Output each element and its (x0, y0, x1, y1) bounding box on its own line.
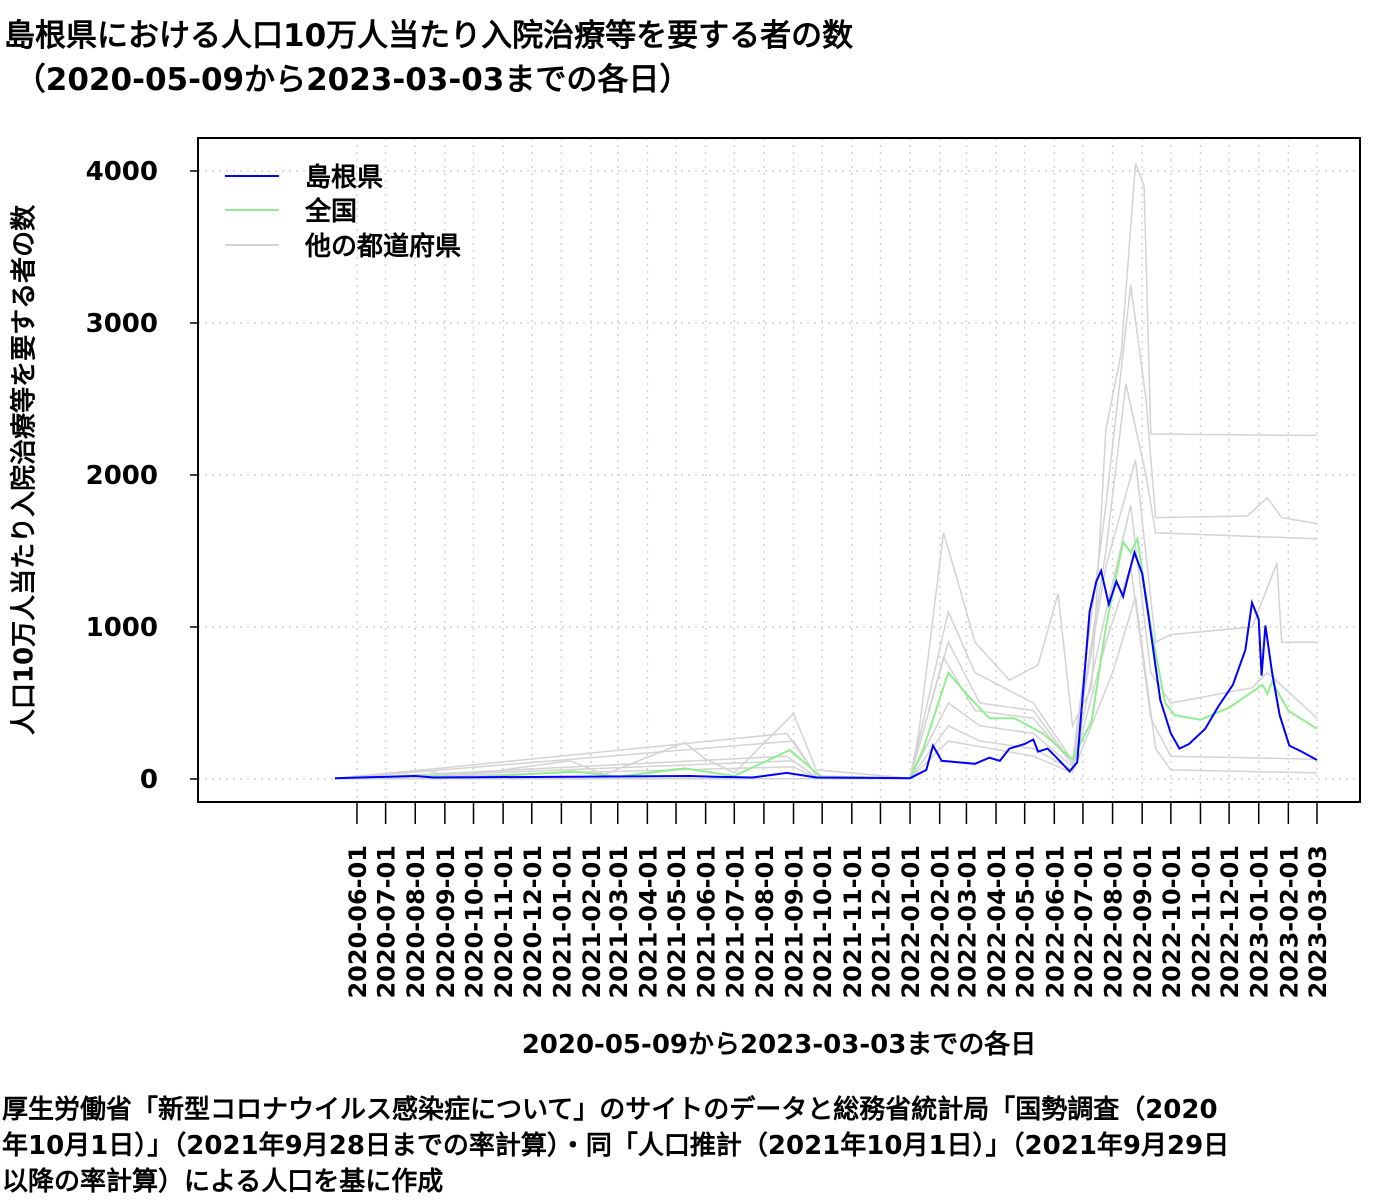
x-tick-label: 2020-06-01 (344, 845, 372, 999)
y-axis-label: 人口10万人当たり入院治療等を要する者の数 (9, 204, 40, 736)
x-tick-label: 2021-12-01 (867, 845, 895, 999)
x-tick-label: 2023-02-01 (1275, 845, 1303, 999)
x-tick-label: 2021-09-01 (781, 845, 809, 999)
legend-label: 他の都道府県 (304, 231, 461, 262)
x-tick-label: 2021-03-01 (605, 845, 633, 999)
series-line-others (334, 565, 1318, 780)
x-tick-label: 2021-08-01 (751, 845, 779, 999)
x-tick-label: 2022-07-01 (1070, 845, 1098, 999)
x-tick-label: 2021-02-01 (578, 845, 606, 999)
x-tick-label: 2022-12-01 (1216, 845, 1244, 999)
legend-label: 島根県 (305, 163, 383, 193)
x-tick-label: 2020-11-01 (490, 845, 518, 999)
y-tick-label: 4000 (86, 157, 158, 187)
series-line-national (334, 535, 1318, 780)
series-line-others (334, 163, 1318, 780)
y-tick-label: 1000 (86, 613, 158, 643)
x-tick-label: 2021-04-01 (634, 845, 662, 999)
plot-frame (197, 137, 1361, 803)
x-tick-label: 2020-12-01 (519, 845, 547, 999)
source-caption: 厚生労働省「新型コロナウイルス感染症について」のサイトのデータと総務省統計局「国… (2, 1095, 1230, 1197)
series-line-others (334, 284, 1318, 780)
x-tick-label: 2022-05-01 (1012, 845, 1040, 999)
x-tick-label: 2022-10-01 (1158, 845, 1186, 999)
chart-title-line1: 島根県における人口10万人当たり入院治療等を要する者の数 (4, 18, 854, 54)
x-tick-label: 2022-09-01 (1129, 845, 1157, 999)
x-tick-label: 2022-06-01 (1041, 845, 1069, 999)
x-tick-label: 2021-01-01 (548, 845, 576, 999)
y-tick-label: 3000 (86, 309, 158, 339)
x-tick-label: 2021-06-01 (693, 845, 721, 999)
x-tick-label: 2023-01-01 (1246, 845, 1274, 999)
chart-title: 島根県における人口10万人当たり入院治療等を要する者の数 （2020-05-09… (4, 14, 853, 102)
x-tick-label: 2022-08-01 (1100, 845, 1128, 999)
x-tick-label: 2020-08-01 (402, 845, 430, 999)
x-tick-label: 2021-10-01 (809, 845, 837, 999)
x-tick-label: 2023-03-03 (1304, 845, 1332, 999)
series-line-shimane (334, 549, 1318, 780)
x-tick-label: 2020-10-01 (461, 845, 489, 999)
y-tick-label: 2000 (86, 461, 158, 491)
x-tick-label: 2021-07-01 (721, 845, 749, 999)
series-line-others (334, 505, 1318, 780)
x-tick-label: 2020-07-01 (373, 845, 401, 999)
legend-label: 全国 (304, 196, 357, 227)
x-axis-label: 2020-05-09から2023-03-03までの各日 (521, 1030, 1037, 1060)
series-line-others (334, 596, 1318, 780)
x-tick-label: 2022-04-01 (983, 845, 1011, 999)
x-tick-label: 2022-01-01 (897, 845, 925, 999)
x-tick-label: 2022-03-01 (953, 845, 981, 999)
chart-title-line2: （2020-05-09から2023-03-03までの各日） (14, 62, 691, 98)
x-tick-label: 2022-11-01 (1187, 845, 1215, 999)
x-tick-label: 2020-09-01 (432, 845, 460, 999)
y-tick-label: 0 (140, 765, 158, 795)
x-tick-label: 2021-05-01 (663, 845, 691, 999)
x-tick-label: 2021-11-01 (839, 845, 867, 999)
x-tick-label: 2022-02-01 (927, 845, 955, 999)
series-line-others (334, 383, 1318, 780)
